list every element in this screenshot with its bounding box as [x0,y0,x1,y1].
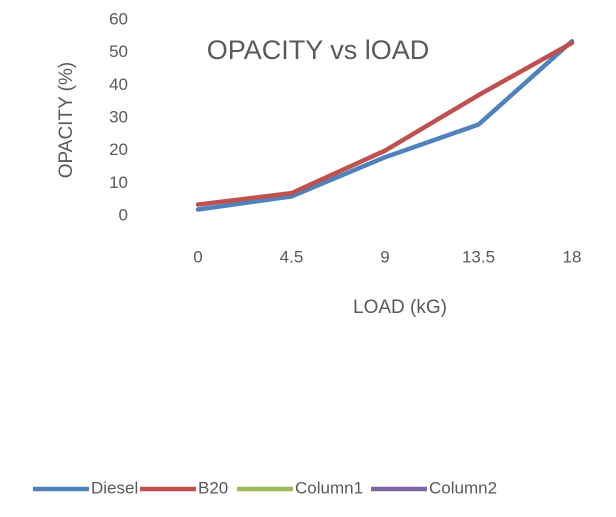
x-tick-label: 18 [563,247,582,266]
y-tick-label: 60 [109,9,128,28]
x-axis-label: LOAD (kG) [353,297,447,318]
legend-label: B20 [198,478,228,497]
y-tick-label: 40 [109,75,128,94]
x-tick-label: 13.5 [462,247,495,266]
y-tick-label: 20 [109,140,128,159]
series-line [195,40,575,207]
y-tick-label: 0 [119,205,128,224]
legend-label: Diesel [91,478,138,497]
y-tick-label: 30 [109,107,128,126]
y-tick-label: 50 [109,42,128,61]
x-tick-label: 0 [193,247,202,266]
x-tick-label: 9 [380,247,389,266]
chart-title: OPACITY vs lOAD [207,35,430,65]
y-axis-label: OPACITY (%) [56,62,77,178]
legend-label: Column2 [429,478,497,497]
series-line [195,38,575,212]
y-tick-label: 10 [109,173,128,192]
x-tick-label: 4.5 [280,247,304,266]
legend-label: Column1 [295,478,363,497]
